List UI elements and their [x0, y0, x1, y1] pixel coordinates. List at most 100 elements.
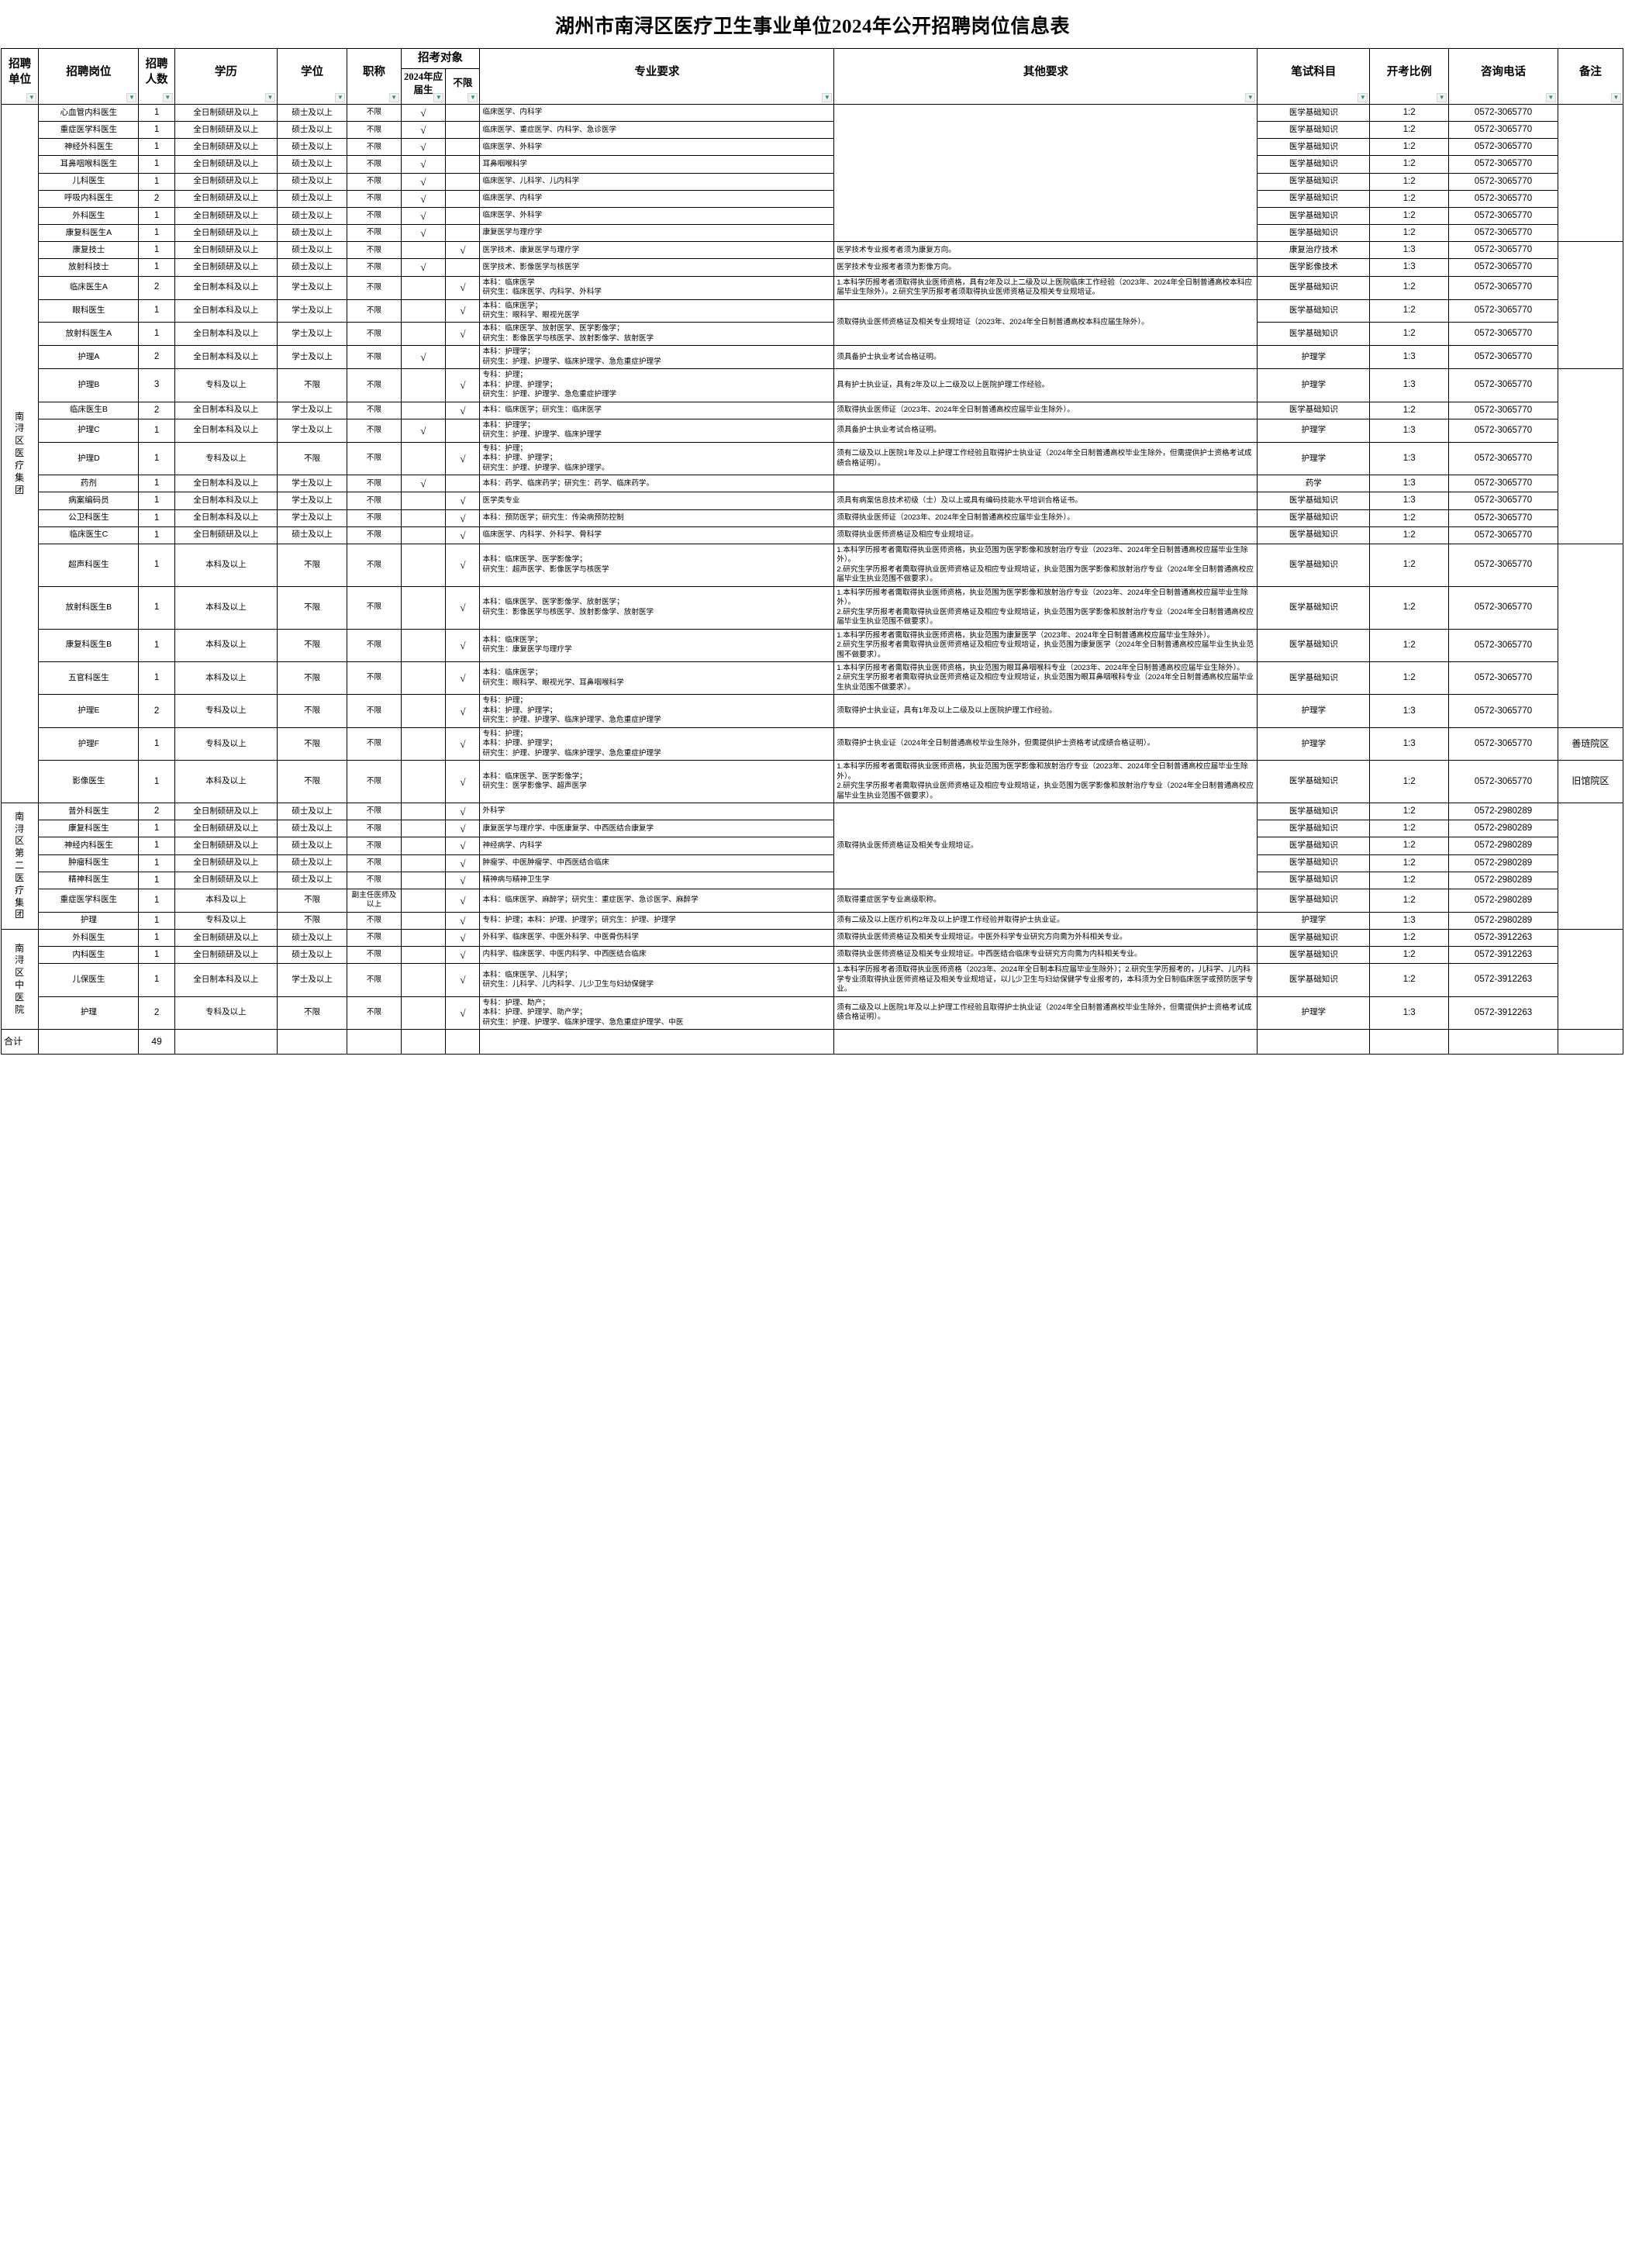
filter-dropdown-icon[interactable]: ▼: [162, 93, 173, 102]
filter-dropdown-icon[interactable]: ▼: [388, 93, 399, 102]
filter-dropdown-icon[interactable]: ▼: [264, 93, 275, 102]
table-row: 护理B 3 专科及以上 不限 不限 √ 专科：护理； 本科：护理、护理学； 研究生：护理、护理学…: [2, 368, 1624, 544]
filter-dropdown-icon[interactable]: ▼: [1358, 93, 1368, 102]
cell-fresh-check: [400, 854, 447, 872]
cell-unlimited-check: [445, 103, 481, 123]
col-header-tel: 咨询电话 ▼: [1448, 48, 1558, 105]
cell-unlimited-check: √: [445, 946, 481, 965]
cell-unlimited-check: [445, 189, 481, 208]
cell-job-title: 不限: [347, 837, 402, 855]
cell-telephone: 0572-3912263: [1448, 996, 1558, 1030]
col-label-other: 其他要求: [1023, 65, 1068, 78]
cell-unlimited-check: [445, 345, 481, 370]
filter-dropdown-icon[interactable]: ▼: [335, 93, 346, 102]
cell-post: 临床医生C: [38, 526, 140, 544]
filter-dropdown-icon[interactable]: ▼: [1611, 93, 1621, 102]
cell-post: 外科医生: [38, 928, 140, 948]
filter-dropdown-icon[interactable]: ▼: [822, 93, 833, 102]
cell-other-req: 须具有病案信息技术初级（士）及以上或具有编码技能水平培训合格证书。: [833, 492, 1258, 510]
col-label-major: 专业要求: [634, 65, 680, 78]
cell-unlimited-check: [445, 121, 481, 140]
cell-num: 1: [138, 543, 175, 587]
filter-dropdown-icon[interactable]: ▼: [1437, 93, 1447, 102]
col-label-unlimited: 不限: [453, 78, 473, 89]
filter-dropdown-icon[interactable]: ▼: [26, 93, 37, 102]
cell-other-req: 须有二级及以上医院1年及以上护理工作经验且取得护士执业证（2024年全日制普通高…: [833, 441, 1258, 476]
cell-fresh-check: [400, 401, 447, 419]
cell-exam-subject: 医学基础知识: [1257, 543, 1371, 587]
col-label-degree: 学位: [301, 65, 324, 78]
cell-degree: 硕士及以上: [276, 138, 348, 157]
total-blank: [833, 1029, 1258, 1055]
cell-post: 康复技士: [38, 241, 140, 260]
cell-exam-subject: 医学基础知识: [1257, 585, 1371, 630]
cell-note: [1557, 368, 1624, 544]
cell-num: 1: [138, 224, 175, 243]
filter-dropdown-icon[interactable]: ▼: [1245, 93, 1256, 102]
cell-edu: 全日制本科及以上: [174, 299, 278, 323]
cell-note: [1557, 928, 1624, 1030]
cell-job-title: 副主任医师及以上: [347, 888, 402, 913]
cell-num: 2: [138, 694, 175, 728]
cell-telephone: 0572-3065770: [1448, 224, 1558, 243]
cell-telephone: 0572-2980289: [1448, 803, 1558, 821]
cell-num: 2: [138, 345, 175, 370]
cell-open-ratio: 1:2: [1369, 103, 1450, 123]
cell-open-ratio: 1:2: [1369, 837, 1450, 855]
cell-fresh-check: [400, 928, 447, 948]
cell-other-req: 须有二级及以上医院1年及以上护理工作经验且取得护士执业证（2024年全日制普通高…: [833, 996, 1258, 1030]
table-row: 肿瘤科医生 1 全日制硕研及以上 硕士及以上 不限 √ 肿瘤学、中医肿瘤学、中西医结合临床 医…: [2, 854, 1623, 872]
cell-other-req: [833, 475, 1258, 493]
cell-num: 1: [138, 760, 175, 804]
cell-fresh-check: [400, 963, 447, 997]
cell-degree: 不限: [276, 585, 348, 630]
cell-exam-subject: 医学基础知识: [1257, 224, 1371, 243]
table-row: 重症医学科医生 1 全日制硕研及以上 硕士及以上 不限 √ 临床医学、重症医学、内科学、急诊…: [2, 121, 1623, 140]
cell-open-ratio: 1:2: [1369, 155, 1450, 174]
table-row: 神经外科医生 1 全日制硕研及以上 硕士及以上 不限 √ 临床医学、外科学 医学基础知识 1:2…: [2, 138, 1623, 157]
table-row: 护理C 1 全日制本科及以上 学士及以上 不限 √ 本科：护理学； 研究生：护理、护理学、临床…: [2, 418, 1623, 443]
cell-telephone: 0572-3065770: [1448, 760, 1558, 804]
filter-dropdown-icon[interactable]: ▼: [126, 93, 137, 102]
cell-degree: 学士及以上: [276, 401, 348, 419]
cell-num: 1: [138, 509, 175, 527]
cell-degree: 硕士及以上: [276, 871, 348, 889]
cell-open-ratio: 1:2: [1369, 526, 1450, 544]
cell-job-title: 不限: [347, 206, 402, 226]
unit-name-cell: 南浔区第二医疗集团: [0, 803, 40, 930]
total-label: 合计: [0, 1029, 40, 1055]
cell-fresh-check: √: [400, 475, 447, 493]
cell-num: 1: [138, 322, 175, 347]
cell-degree: 学士及以上: [276, 345, 348, 370]
cell-other-req: 医学技术专业报考者须为康复方向。: [833, 241, 1258, 260]
cell-edu: 本科及以上: [174, 628, 278, 663]
unit-name-cell: 南浔区中医院: [0, 928, 40, 1030]
cell-unlimited-check: √: [445, 299, 481, 323]
cell-job-title: 不限: [347, 492, 402, 510]
cell-edu: 全日制本科及以上: [174, 322, 278, 347]
filter-dropdown-icon[interactable]: ▼: [433, 93, 444, 102]
cell-unlimited-check: [445, 172, 481, 191]
table-row: 南浔区中医院外科医生 1 全日制硕研及以上 硕士及以上 不限 √ 外科学、临床医学、中医外科…: [0, 928, 1624, 1030]
cell-telephone: 0572-3065770: [1448, 138, 1558, 157]
cell-unlimited-check: √: [445, 526, 481, 544]
cell-major: 本科：药学、临床药学；研究生：药学、临床药学。: [479, 475, 835, 493]
cell-unlimited-check: [445, 258, 481, 277]
cell-unlimited-check: √: [445, 509, 481, 527]
cell-job-title: 不限: [347, 275, 402, 300]
cell-num: 1: [138, 121, 175, 140]
col-header-exam: 笔试科目 ▼: [1257, 48, 1371, 105]
cell-job-title: 不限: [347, 694, 402, 728]
cell-major: 外科学、临床医学、中医外科学、中医骨伤科学: [479, 928, 835, 948]
cell-degree: 硕士及以上: [276, 121, 348, 140]
cell-edu: 全日制硕研及以上: [174, 103, 278, 123]
col-header-edu: 学历 ▼: [174, 48, 278, 105]
cell-num: 1: [138, 492, 175, 510]
filter-dropdown-icon[interactable]: ▼: [467, 93, 478, 102]
total-blank: [1257, 1029, 1371, 1055]
cell-telephone: 0572-3065770: [1448, 275, 1558, 300]
cell-open-ratio: 1:2: [1369, 509, 1450, 527]
filter-dropdown-icon[interactable]: ▼: [1545, 93, 1556, 102]
cell-job-title: 不限: [347, 946, 402, 965]
cell-post: 护理B: [38, 368, 140, 402]
